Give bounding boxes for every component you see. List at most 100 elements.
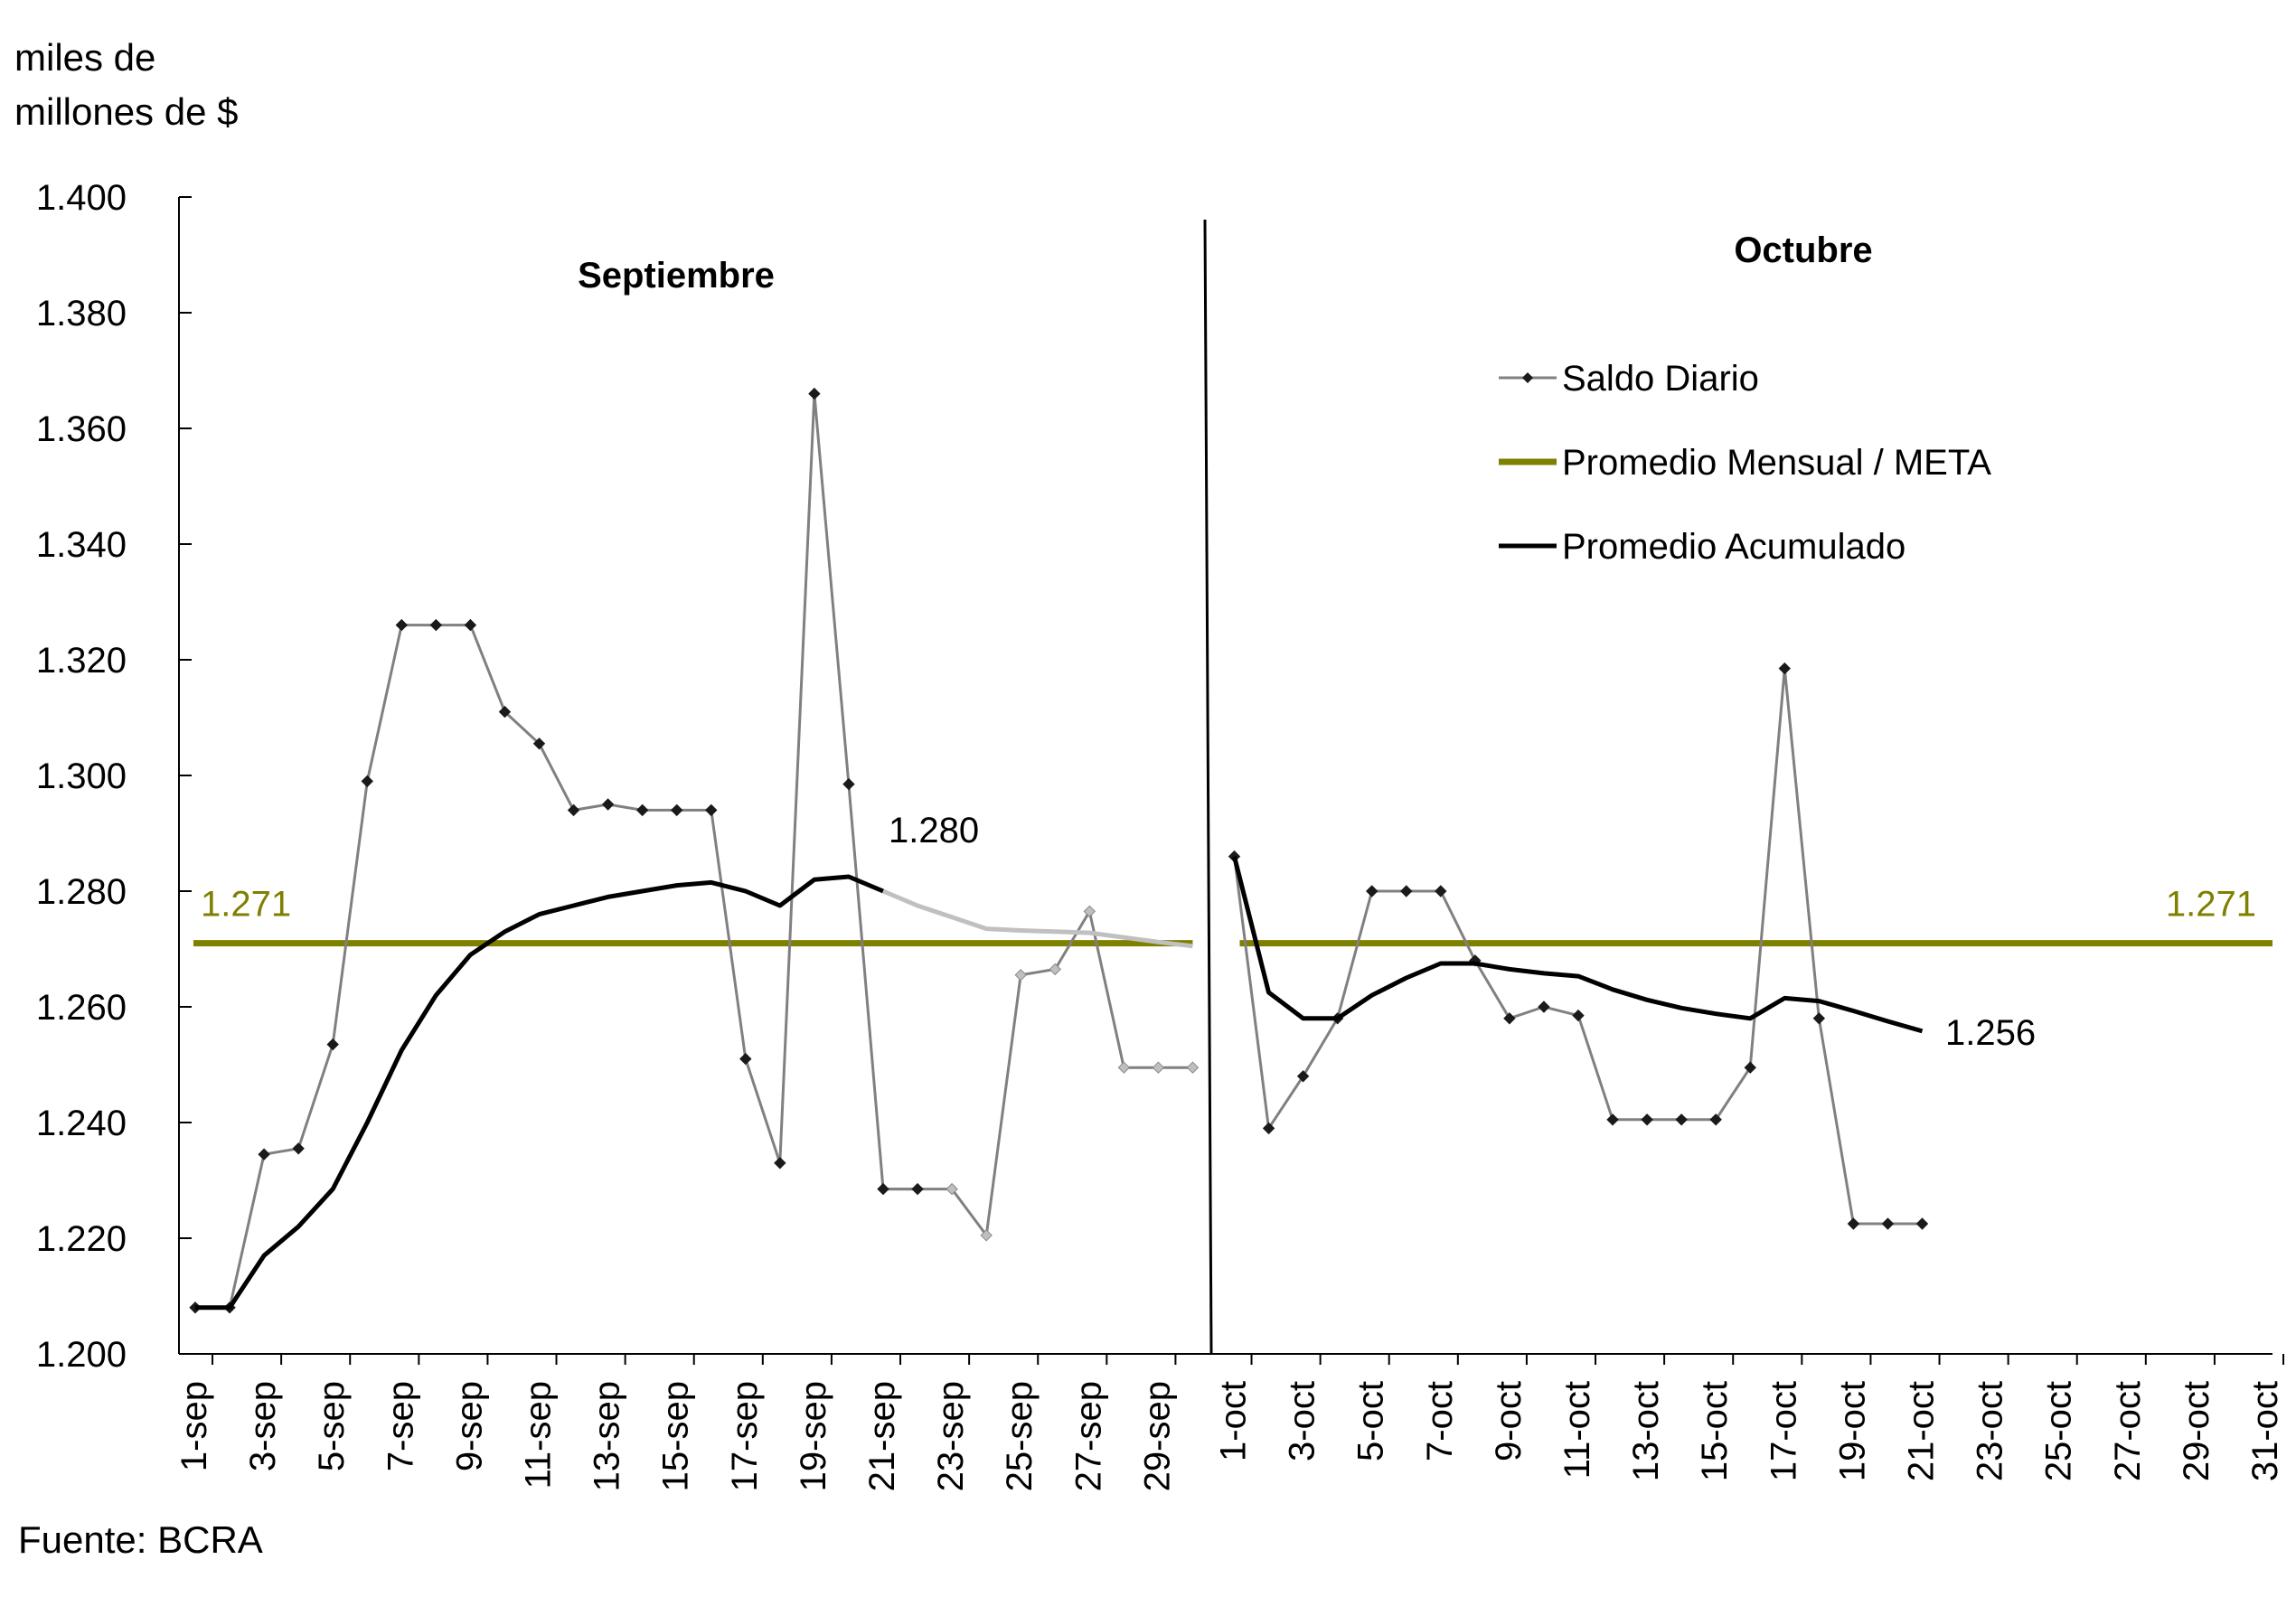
y-tick-label: 1.380 (36, 294, 127, 334)
promedio-acumulado-line (1232, 855, 1924, 1034)
y-tick-label: 1.360 (36, 409, 127, 449)
panel-title-octubre: Octubre (1734, 230, 1872, 270)
y-tick-label: 1.300 (36, 756, 127, 796)
x-tick-label: 25-oct (2039, 1381, 2079, 1481)
x-tick-label: 17-oct (1764, 1381, 1803, 1481)
x-tick-label: 11-sep (519, 1381, 559, 1489)
saldo-diario-point (1641, 1113, 1653, 1126)
y-tick-label: 1.280 (36, 872, 127, 912)
saldo-diario-point (1744, 1061, 1756, 1074)
x-tick-label: 9-sep (449, 1381, 489, 1471)
saldo-diario-point (361, 775, 373, 788)
saldo-diario-point (498, 705, 512, 719)
saldo-diario-point (258, 1148, 270, 1160)
y-unit-label-line2: millones de $ (14, 90, 239, 133)
saldo-diario-point (842, 777, 855, 791)
x-tick-label: 11-oct (1557, 1381, 1597, 1479)
saldo-diario-point (395, 618, 409, 632)
x-tick-label: 27-sep (1068, 1381, 1108, 1491)
source-label: Fuente: BCRA (18, 1518, 263, 1561)
x-tick-label: 7-sep (381, 1381, 420, 1471)
panel-title-septiembre: Septiembre (578, 256, 775, 296)
saldo-diario-line-projected (883, 907, 1193, 1239)
target-value-label: 1.271 (201, 885, 291, 925)
saldo-diario-point (911, 1182, 924, 1196)
x-tick-label: 25-sep (1000, 1381, 1040, 1491)
x-tick-label: 23-oct (1971, 1381, 2010, 1481)
y-unit-label: miles de millones de $ (14, 31, 238, 139)
saldo-diario-point (1881, 1217, 1895, 1230)
x-tick-label: 1-oct (1214, 1381, 1254, 1461)
saldo-diario-point (1709, 1113, 1722, 1126)
x-tick-label: 19-sep (794, 1381, 833, 1491)
saldo-diario-point (292, 1142, 305, 1155)
x-tick-label: 5-oct (1351, 1381, 1391, 1461)
promedio-acumulado-line (195, 874, 884, 1311)
saldo-diario-point (567, 803, 580, 817)
x-tick-label: 21-oct (1902, 1381, 1942, 1481)
legend-label: Saldo Diario (1562, 359, 1759, 399)
saldo-diario-point (635, 803, 649, 817)
x-tick-label: 7-oct (1420, 1381, 1460, 1461)
month-divider (1203, 219, 1213, 1355)
y-tick-label: 1.200 (36, 1335, 127, 1375)
y-unit-label-line1: miles de (14, 36, 156, 79)
x-tick-label: 31-oct (2245, 1381, 2285, 1481)
saldo-diario-point (1083, 905, 1096, 918)
saldo-diario-point (1812, 1012, 1826, 1025)
saldo-diario-point (1186, 1061, 1200, 1074)
saldo-diario-point (1778, 662, 1792, 675)
saldo-diario-point (774, 1157, 786, 1170)
x-tick-label: 13-oct (1626, 1381, 1666, 1481)
promedio-acumulado-line-projected (882, 888, 1193, 949)
saldo-diario-point (1606, 1113, 1619, 1126)
y-tick-label: 1.400 (36, 178, 127, 218)
x-tick-label: 1-sep (174, 1381, 214, 1471)
x-tick-label: 13-sep (588, 1381, 627, 1491)
x-tick-label: 23-sep (931, 1381, 971, 1491)
x-tick-label: 15-oct (1695, 1381, 1735, 1481)
saldo-diario-point (946, 1182, 958, 1196)
saldo-diario-point (705, 803, 718, 817)
saldo-diario-point (464, 618, 477, 632)
end-value-label: 1.280 (889, 811, 979, 850)
end-value-label: 1.256 (1945, 1013, 2036, 1053)
x-tick-label: 5-sep (312, 1381, 352, 1471)
saldo-diario-point (1400, 885, 1413, 897)
saldo-diario-point (429, 618, 443, 632)
y-tick-label: 1.260 (36, 988, 127, 1028)
x-tick-label: 27-oct (2108, 1381, 2148, 1481)
y-tick-label: 1.240 (36, 1104, 127, 1143)
saldo-diario-point (1296, 1070, 1310, 1083)
saldo-diario-point (877, 1182, 889, 1196)
saldo-diario-point (1503, 1012, 1516, 1025)
x-tick-label: 15-sep (656, 1381, 696, 1491)
legend-label: Promedio Mensual / META (1562, 443, 1991, 483)
saldo-diario-point (1435, 885, 1447, 897)
saldo-diario-point (670, 803, 683, 817)
saldo-diario-point (1014, 969, 1027, 982)
x-tick-label: 9-oct (1489, 1381, 1529, 1461)
saldo-diario-point (1572, 1009, 1585, 1022)
saldo-diario-point (1365, 885, 1379, 897)
saldo-diario-point (1915, 1217, 1929, 1230)
saldo-diario-point (739, 1052, 752, 1066)
x-tick-label: 29-sep (1137, 1381, 1177, 1491)
y-tick-label: 1.220 (36, 1219, 127, 1259)
y-tick-label: 1.320 (36, 641, 127, 681)
saldo-diario-point (1049, 963, 1061, 976)
saldo-diario-point (808, 387, 821, 400)
x-tick-label: 3-oct (1283, 1381, 1322, 1461)
x-tick-label: 17-sep (725, 1381, 765, 1491)
x-tick-label: 21-sep (862, 1381, 902, 1491)
y-tick-label: 1.340 (36, 525, 127, 565)
saldo-diario-point (1847, 1217, 1860, 1230)
target-value-label: 1.271 (2166, 885, 2256, 925)
saldo-diario-point (1538, 1001, 1550, 1013)
saldo-diario-point (601, 798, 615, 811)
saldo-diario-point (1675, 1113, 1688, 1126)
legend-marker-diamond (1522, 372, 1533, 383)
saldo-diario-point (532, 738, 546, 750)
